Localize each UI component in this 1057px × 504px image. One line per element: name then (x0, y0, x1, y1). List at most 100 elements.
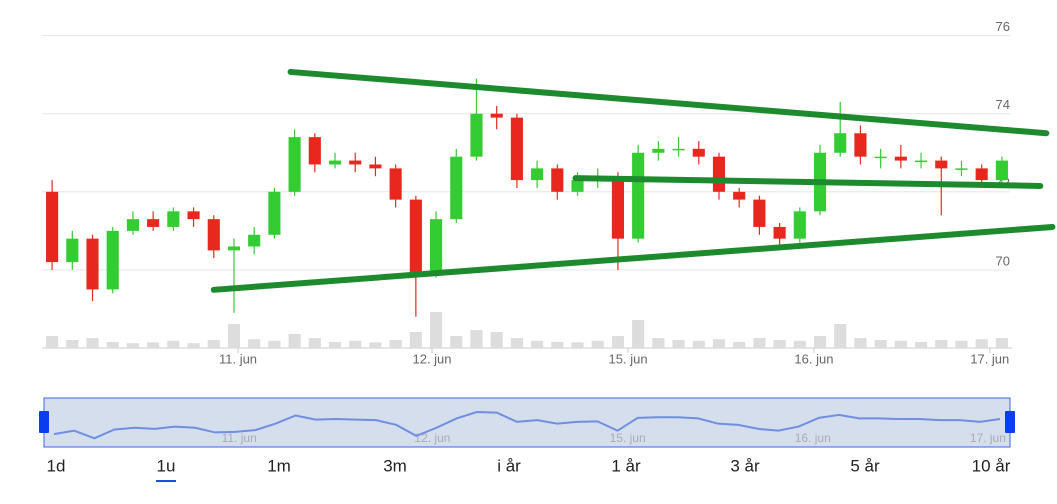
range-button[interactable]: 3 år (730, 456, 760, 475)
volume-bar (935, 340, 948, 348)
volume-bar (86, 338, 99, 348)
candle-body (955, 168, 968, 170)
trend-line (572, 175, 1044, 189)
candle-body (86, 238, 99, 290)
volume-bar (369, 342, 382, 348)
volume-bar (308, 338, 321, 348)
navigator-label: 11. jun (222, 431, 257, 445)
volume-bar (430, 312, 443, 348)
volume-bar (207, 340, 220, 348)
navigator-handle[interactable] (1005, 411, 1015, 433)
volume-bar (834, 324, 847, 348)
volume-bar (510, 338, 523, 348)
candle-body (935, 160, 948, 169)
volume-bar (328, 342, 342, 348)
volume-bar (227, 324, 241, 348)
volume-bar (672, 340, 685, 348)
candle-body (632, 152, 645, 239)
navigator-label: 17. jun (970, 431, 1006, 445)
volume-bar (167, 340, 180, 348)
candle-body (874, 156, 887, 159)
candle-body (409, 199, 422, 274)
volume-bar (147, 342, 160, 348)
navigator-line (53, 410, 1001, 440)
range-button[interactable]: i år (497, 456, 521, 475)
x-tick-label: 17. jun (970, 351, 1009, 366)
volume-bar (955, 340, 968, 348)
navigator-label: 15. jun (610, 431, 646, 445)
range-button[interactable]: 5 år (850, 456, 880, 475)
x-tick-label: 15. jun (609, 351, 648, 366)
candle-body (167, 211, 180, 227)
volume-bar (349, 340, 362, 348)
volume-bar (66, 340, 79, 348)
volume-bar (874, 340, 887, 348)
volume-bar (409, 332, 422, 348)
volume-bar (551, 342, 564, 348)
volume-bar (733, 342, 746, 348)
candle-body (66, 238, 79, 263)
candle-body (328, 160, 342, 165)
volume-bar (854, 338, 867, 348)
volume-bar (611, 336, 624, 348)
volume-bar (995, 338, 1008, 348)
volume-bar (470, 330, 483, 348)
candle-body (975, 168, 988, 181)
volume-bar (450, 336, 463, 348)
volume-bar (46, 336, 59, 348)
candle-body (490, 113, 503, 118)
candle-body (187, 211, 200, 220)
candle-body (571, 180, 584, 192)
volume-bar (975, 339, 988, 348)
volume-bar (591, 340, 604, 348)
candle-body (268, 191, 281, 235)
candle-body (915, 160, 928, 163)
range-button[interactable]: 10 år (972, 456, 1011, 475)
volume-bar (490, 332, 503, 348)
range-button[interactable]: 1 år (611, 456, 641, 475)
range-button[interactable]: 3m (383, 456, 407, 475)
candle-body (369, 164, 382, 169)
candle-body (288, 137, 301, 192)
volume-bar (894, 340, 907, 348)
volume-bar (915, 342, 928, 348)
candle-body (551, 168, 564, 192)
range-button[interactable]: 1u (157, 456, 176, 475)
candle-body (470, 113, 483, 157)
candle-body (531, 168, 544, 181)
volume-bar (248, 339, 261, 348)
x-tick-label: 12. jun (412, 351, 451, 366)
candle-body (227, 246, 241, 251)
range-button[interactable]: 1d (47, 456, 66, 475)
candle-body (995, 160, 1008, 181)
y-tick-label: 76 (996, 19, 1010, 34)
y-tick-label: 74 (996, 97, 1010, 112)
candle-body (126, 219, 139, 231)
candle-body (430, 219, 443, 274)
range-button[interactable]: 1m (267, 456, 291, 475)
x-tick-label: 11. jun (219, 351, 257, 366)
candle-body (672, 148, 685, 151)
candle-body (207, 219, 220, 251)
candle-body (894, 156, 907, 161)
volume-bar (652, 338, 665, 348)
candle-body (248, 234, 261, 247)
trend-line (287, 68, 1050, 137)
candle-body (753, 199, 766, 227)
volume-bar (288, 334, 301, 348)
candle-body (692, 148, 705, 157)
trend-line (210, 223, 1056, 293)
candle-body (834, 133, 847, 153)
navigator-handle[interactable] (39, 411, 49, 433)
volume-bar (531, 340, 544, 348)
volume-bar (126, 343, 139, 348)
candle-body (46, 191, 59, 263)
volume-bar (753, 338, 766, 348)
volume-bar (813, 336, 827, 348)
navigator-label: 16. jun (795, 431, 831, 445)
candle-body (712, 156, 726, 192)
candle-body (611, 176, 624, 239)
candle-body (733, 191, 746, 200)
volume-bar (773, 340, 786, 348)
